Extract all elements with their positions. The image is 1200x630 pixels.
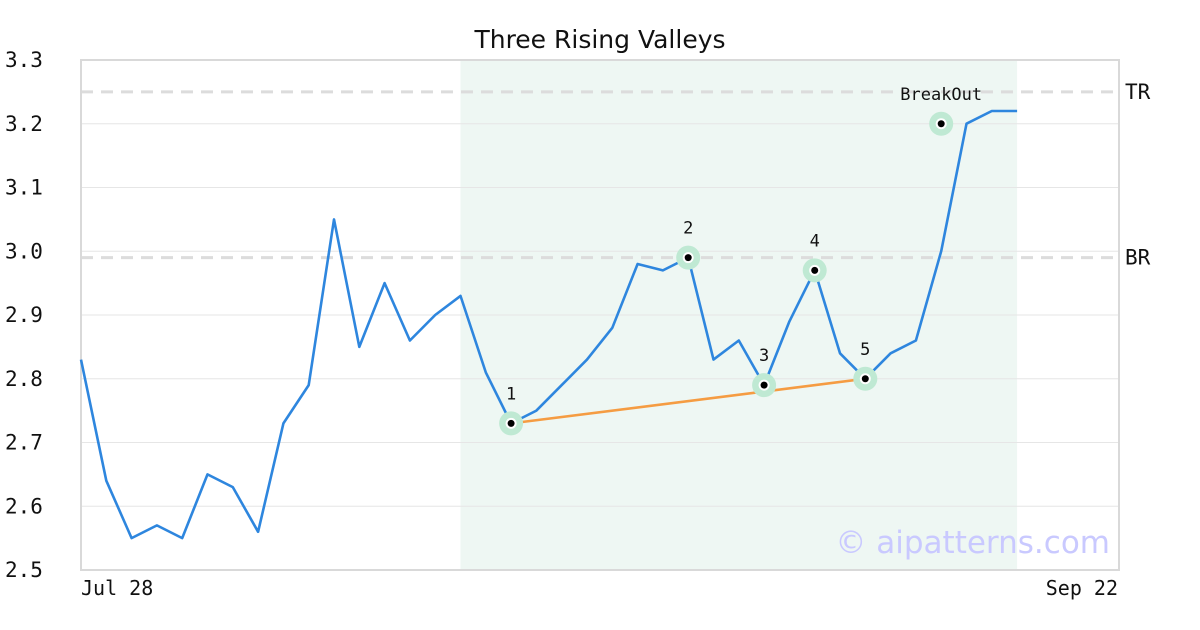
pattern-point-dot	[811, 266, 819, 274]
x-tick-label-start: Jul 28	[81, 576, 153, 600]
pattern-point-label: 4	[810, 231, 820, 251]
pattern-point-dot	[760, 381, 768, 389]
pattern-point-label: 1	[506, 384, 516, 404]
pattern-points-layer: 1 2 3 4 5 BreakOut	[499, 85, 982, 436]
y-tick-label: 2.5	[5, 558, 43, 582]
chart-title: Three Rising Valleys	[473, 25, 725, 54]
pattern-point-4: 4	[802, 231, 827, 283]
pattern-point-label: 3	[759, 346, 769, 366]
y-tick-labels: 2.5 2.6 2.7 2.8 2.9 3.0 3.1 3.2 3.3	[5, 48, 43, 582]
y-tick-label: 2.6	[5, 494, 43, 518]
watermark: © aipatterns.com	[835, 525, 1110, 561]
y-tick-label: 2.8	[5, 367, 43, 391]
level-lines-layer: TR BR	[81, 80, 1151, 270]
pattern-point-3: 3	[752, 346, 777, 398]
pattern-point-label: 2	[683, 219, 693, 239]
y-tick-label: 3.1	[5, 176, 43, 200]
x-tick-label-end: Sep 22	[1046, 576, 1118, 600]
y-tick-label: 3.3	[5, 48, 43, 72]
pattern-point-1: 1	[499, 384, 524, 436]
valley-trendline	[510, 377, 866, 425]
pattern-point-dot	[861, 375, 869, 383]
y-tick-label: 3.0	[5, 239, 43, 263]
pattern-point-label: BreakOut	[900, 85, 982, 105]
pattern-point-dot	[937, 120, 945, 128]
pattern-point-dot	[507, 419, 515, 427]
y-tick-label: 3.2	[5, 112, 43, 136]
y-tick-label: 2.9	[5, 303, 43, 327]
trendline-layer	[510, 377, 866, 425]
pattern-point-5: 5	[853, 340, 878, 391]
pattern-point-breakout: BreakOut	[900, 85, 982, 136]
pattern-point-dot	[684, 254, 692, 262]
plot-frame	[80, 59, 1120, 571]
y-tick-label: 2.7	[5, 431, 43, 455]
level-label-tr: TR	[1125, 80, 1151, 104]
pattern-point-label: 5	[860, 340, 870, 360]
level-label-br: BR	[1125, 246, 1151, 270]
pattern-point-2: 2	[676, 219, 701, 270]
